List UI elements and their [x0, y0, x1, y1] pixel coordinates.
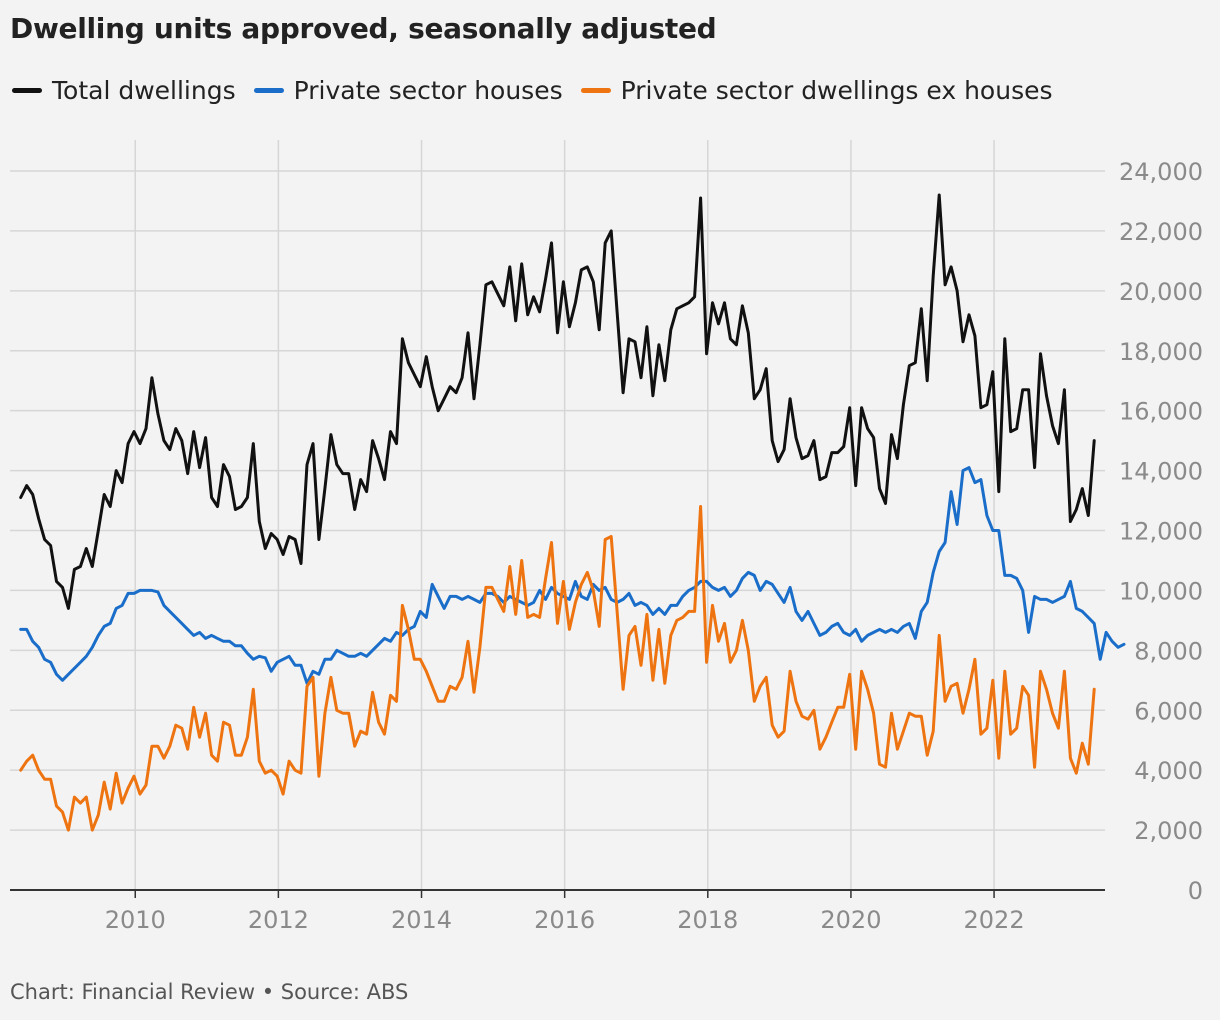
y-tick-label: 14,000	[1119, 458, 1203, 486]
chart-legend: Total dwellings Private sector houses Pr…	[12, 76, 1053, 105]
y-tick-label: 12,000	[1119, 518, 1203, 546]
axes: 0 2,000 4,000 6,000 8,000 10,000 12,000 14,000 1…	[10, 158, 1203, 934]
x-tick-label: 2012	[248, 906, 309, 934]
y-tick-label: 24,000	[1119, 158, 1203, 186]
series-line-private-sector-houses	[19, 466, 1126, 685]
y-tick-label: 16,000	[1119, 398, 1203, 426]
series-line-total-dwellings	[19, 193, 1096, 610]
y-tick-label: 20,000	[1119, 278, 1203, 306]
y-tick-label: 6,000	[1134, 697, 1203, 725]
legend-item-private-ex-houses: Private sector dwellings ex houses	[580, 76, 1053, 105]
legend-item-private-houses: Private sector houses	[253, 76, 563, 105]
y-tick-label: 22,000	[1119, 218, 1203, 246]
legend-item-total-dwellings: Total dwellings	[12, 76, 236, 105]
x-tick-label: 2016	[534, 906, 595, 934]
grid-lines	[10, 140, 1105, 890]
y-tick-label: 8,000	[1134, 637, 1203, 665]
y-tick-label: 4,000	[1134, 757, 1203, 785]
legend-swatch-total-dwellings	[12, 88, 42, 93]
chart-title: Dwelling units approved, seasonally adju…	[10, 12, 717, 45]
y-tick-label: 10,000	[1119, 577, 1203, 605]
legend-swatch-private-ex-houses	[580, 88, 611, 93]
y-tick-label: 18,000	[1119, 338, 1203, 366]
y-tick-label: 0	[1188, 877, 1203, 905]
legend-label-total-dwellings: Total dwellings	[52, 76, 236, 105]
y-tick-label: 2,000	[1134, 817, 1203, 845]
chart-source-footer: Chart: Financial Review • Source: ABS	[10, 980, 409, 1004]
legend-label-private-houses: Private sector houses	[293, 76, 563, 105]
x-tick-label: 2010	[105, 906, 166, 934]
legend-swatch-private-houses	[253, 88, 284, 93]
series-line-private-sector-dwellings-ex-houses	[19, 505, 1096, 832]
x-tick-label: 2020	[820, 906, 881, 934]
x-tick-label: 2014	[391, 906, 452, 934]
x-tick-label: 2018	[677, 906, 738, 934]
series-lines	[19, 193, 1126, 832]
x-tick-label: 2022	[964, 906, 1025, 934]
legend-label-private-ex-houses: Private sector dwellings ex houses	[620, 76, 1053, 105]
